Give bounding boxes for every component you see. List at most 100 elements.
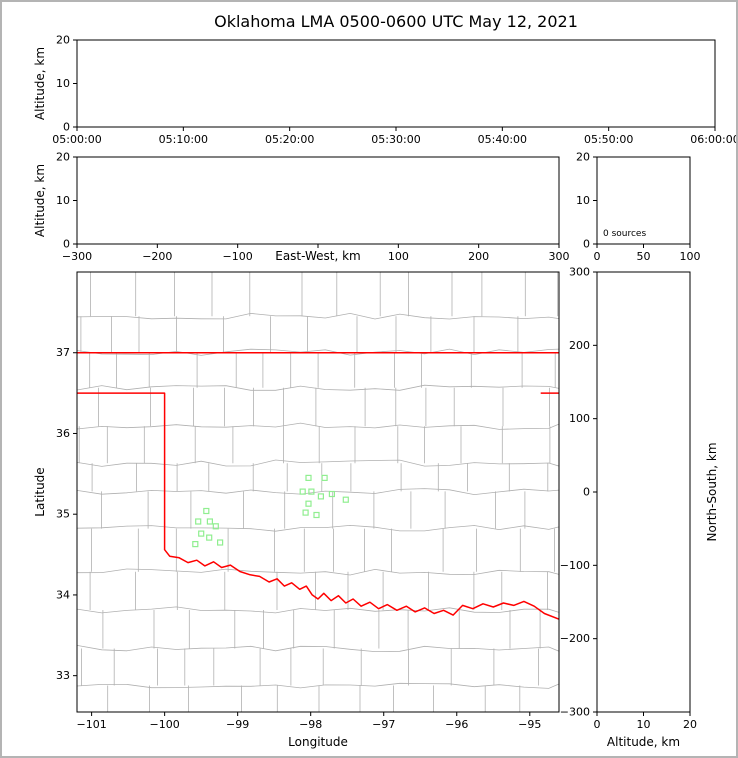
- y-tick-label: 20: [56, 34, 70, 47]
- lma-station-marker: [198, 530, 205, 537]
- y-tick-label: 0: [63, 121, 70, 134]
- lma-station-marker: [203, 507, 210, 515]
- y-axis-label: Altitude, km: [33, 164, 47, 237]
- county-line: [77, 524, 559, 532]
- y-tick-label: 100: [569, 412, 590, 425]
- figure-title: Oklahoma LMA 0500-0600 UTC May 12, 2021: [214, 12, 578, 31]
- x-tick-label: −99: [226, 718, 249, 731]
- x-tick-label: −98: [299, 718, 322, 731]
- lma-station-marker: [305, 474, 312, 481]
- x-tick-label: 05:10:00: [159, 133, 208, 146]
- y-tick-label: 0: [583, 238, 590, 251]
- y-tick-label: 35: [56, 508, 70, 521]
- y-tick-label: 34: [56, 588, 70, 601]
- lma-station-marker: [206, 534, 213, 541]
- x-tick-label: −300: [62, 250, 92, 263]
- panel-ew_height_panel: 0 10 20 −300 −200 −100 100 200 300 East-West, km A…: [33, 151, 570, 264]
- y-tick-label: 10: [56, 77, 70, 90]
- lma-station-marker: [192, 540, 199, 548]
- y-tick-label: −200: [560, 632, 590, 645]
- lma-station-marker: [317, 493, 324, 500]
- y-tick-label: 10: [56, 194, 70, 207]
- x-tick-label: −101: [76, 718, 106, 731]
- x-tick-label: 200: [468, 250, 489, 263]
- panel-source_histogram_panel: 0 10 20 0 50 100 0 sources: [576, 151, 701, 264]
- lma-station-marker: [302, 509, 309, 516]
- x-tick-label: 05:40:00: [478, 133, 527, 146]
- county-boundaries: [77, 272, 559, 712]
- y-tick-label: 0: [63, 238, 70, 251]
- lma-station-marker: [206, 518, 213, 525]
- x-axis-label: East-West, km: [275, 249, 361, 263]
- x-tick-label: 100: [680, 250, 701, 263]
- x-axis-label: Longitude: [288, 735, 348, 749]
- county-line: [77, 568, 559, 576]
- x-tick-label: −100: [223, 250, 253, 263]
- y-tick-label: 200: [569, 339, 590, 352]
- lma-station-marker: [212, 523, 219, 530]
- lma-station-marker: [328, 490, 335, 498]
- y-tick-label: 10: [576, 194, 590, 207]
- county-line: [77, 606, 559, 614]
- x-tick-label: −95: [518, 718, 541, 731]
- y-tick-label: 33: [56, 669, 70, 682]
- y-tick-label: −300: [560, 706, 590, 719]
- lma-station-marker: [321, 474, 328, 481]
- lma-station-marker: [195, 518, 202, 525]
- lma-station-marker: [308, 488, 315, 495]
- county-line: [77, 488, 559, 496]
- x-tick-label: 06:00:00: [690, 133, 738, 146]
- x-tick-label: 05:00:00: [52, 133, 101, 146]
- y-tick-label: −100: [560, 559, 590, 572]
- lma-station-marker: [342, 496, 349, 503]
- county-line: [77, 312, 559, 320]
- panel-plan_view_panel: 33 34 35 36 37 −101 −100 −99 −98 −97 −96 −95 Longitu…: [33, 271, 560, 749]
- lma-stations: [192, 474, 349, 548]
- plot-frame: [596, 271, 691, 713]
- county-line: [77, 384, 559, 391]
- plot-frame: [76, 156, 560, 245]
- y-tick-label: 300: [569, 266, 590, 279]
- lma-station-marker: [313, 511, 320, 519]
- y-axis-label: Latitude: [33, 467, 47, 516]
- x-axis-label: Altitude, km: [607, 735, 680, 749]
- x-tick-label: 20: [683, 718, 697, 731]
- county-line: [77, 682, 559, 689]
- y-tick-label: 36: [56, 427, 70, 440]
- x-tick-label: 0: [594, 718, 601, 731]
- x-tick-label: 300: [549, 250, 570, 263]
- x-tick-label: −100: [150, 718, 180, 731]
- oklahoma-state-boundary: [77, 351, 559, 620]
- y-tick-label: 0: [583, 486, 590, 499]
- y-axis-label: Altitude, km: [33, 47, 47, 120]
- x-tick-label: 10: [637, 718, 651, 731]
- state-boundary-line: [77, 392, 559, 620]
- x-tick-label: 50: [637, 250, 651, 263]
- x-tick-label: 0: [594, 250, 601, 263]
- plot-frame: [76, 271, 560, 713]
- y-tick-label: 37: [56, 346, 70, 359]
- plot-frame: [76, 39, 716, 128]
- x-tick-label: −200: [142, 250, 172, 263]
- county-line: [77, 422, 559, 430]
- panel-time_height_panel: 0 10 20 05:00:00 05:10:00 05:20:00 05:30:00 05:…: [33, 34, 738, 147]
- y-axis-label: North-South, km: [705, 442, 719, 541]
- y-tick-label: 20: [56, 151, 70, 164]
- x-tick-label: −96: [445, 718, 468, 731]
- lma-station-marker: [217, 539, 224, 546]
- y-tick-label: 20: [576, 151, 590, 164]
- x-tick-label: 100: [388, 250, 409, 263]
- source-count-annotation: 0 sources: [603, 229, 646, 239]
- lma-station-marker: [305, 500, 312, 507]
- county-line: [77, 645, 559, 653]
- lma-station-marker: [299, 488, 306, 495]
- x-tick-label: 05:50:00: [584, 133, 633, 146]
- x-tick-label: 05:30:00: [371, 133, 420, 146]
- x-tick-label: 05:20:00: [265, 133, 314, 146]
- county-line: [77, 348, 559, 356]
- x-tick-label: −97: [372, 718, 395, 731]
- county-line: [77, 459, 559, 467]
